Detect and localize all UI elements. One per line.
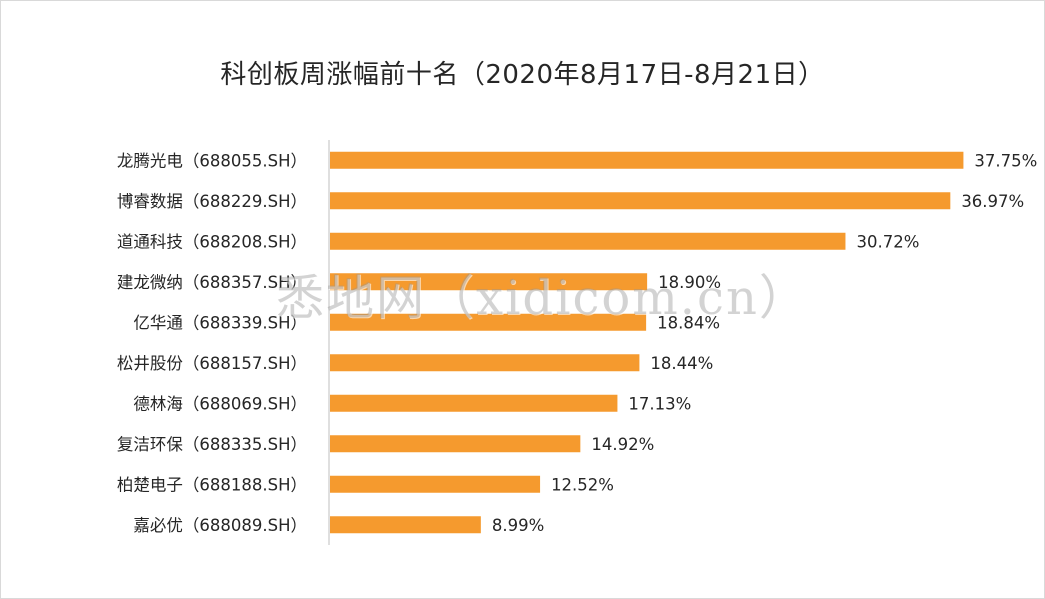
bar bbox=[330, 435, 581, 453]
category-label: 建龙微纳（688357.SH） bbox=[117, 273, 307, 292]
data-label: 17.13% bbox=[628, 394, 691, 413]
bar bbox=[330, 516, 481, 534]
data-label: 30.72% bbox=[856, 232, 919, 251]
data-label: 18.90% bbox=[658, 273, 721, 292]
data-label: 18.44% bbox=[650, 354, 713, 373]
category-label: 龙腾光电（688055.SH） bbox=[117, 151, 307, 170]
data-label: 18.84% bbox=[657, 313, 720, 332]
data-label: 12.52% bbox=[551, 475, 614, 494]
data-label: 37.75% bbox=[974, 151, 1037, 170]
category-label: 复洁环保（688335.SH） bbox=[117, 435, 307, 454]
bar bbox=[330, 273, 648, 291]
data-label: 36.97% bbox=[961, 192, 1024, 211]
bar bbox=[330, 192, 951, 210]
category-label: 松井股份（688157.SH） bbox=[117, 354, 307, 373]
chart-title: 科创板周涨幅前十名（2020年8月17日-8月21日） bbox=[220, 60, 825, 90]
bar bbox=[330, 313, 647, 331]
data-label: 8.99% bbox=[492, 516, 544, 535]
data-label: 14.92% bbox=[591, 435, 654, 454]
bar bbox=[330, 151, 964, 169]
category-label: 德林海（688069.SH） bbox=[133, 394, 307, 413]
bar bbox=[330, 232, 846, 250]
bar bbox=[330, 475, 541, 493]
watermark: 悉地网（xidicom.cn） bbox=[276, 270, 809, 326]
category-label: 嘉必优（688089.SH） bbox=[133, 516, 307, 535]
bar bbox=[330, 354, 640, 372]
bar bbox=[330, 394, 618, 412]
category-label: 博睿数据（688229.SH） bbox=[117, 192, 307, 211]
category-label: 亿华通（688339.SH） bbox=[133, 313, 307, 332]
category-label: 道通科技（688208.SH） bbox=[117, 232, 307, 251]
category-label: 柏楚电子（688188.SH） bbox=[117, 475, 307, 494]
